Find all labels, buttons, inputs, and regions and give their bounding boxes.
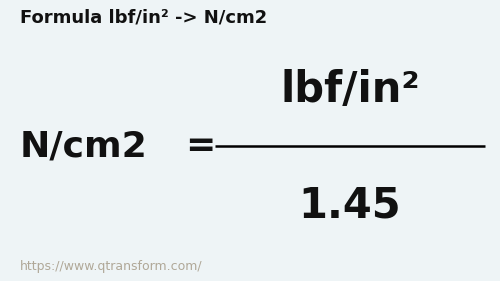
Text: 1.45: 1.45 [298,184,402,226]
Text: =: = [185,129,215,163]
Text: lbf/in²: lbf/in² [280,69,420,111]
Text: https://www.qtransform.com/: https://www.qtransform.com/ [20,260,203,273]
Text: Formula lbf/in² -> N/cm2: Formula lbf/in² -> N/cm2 [20,8,267,26]
Text: N/cm2: N/cm2 [20,129,148,163]
